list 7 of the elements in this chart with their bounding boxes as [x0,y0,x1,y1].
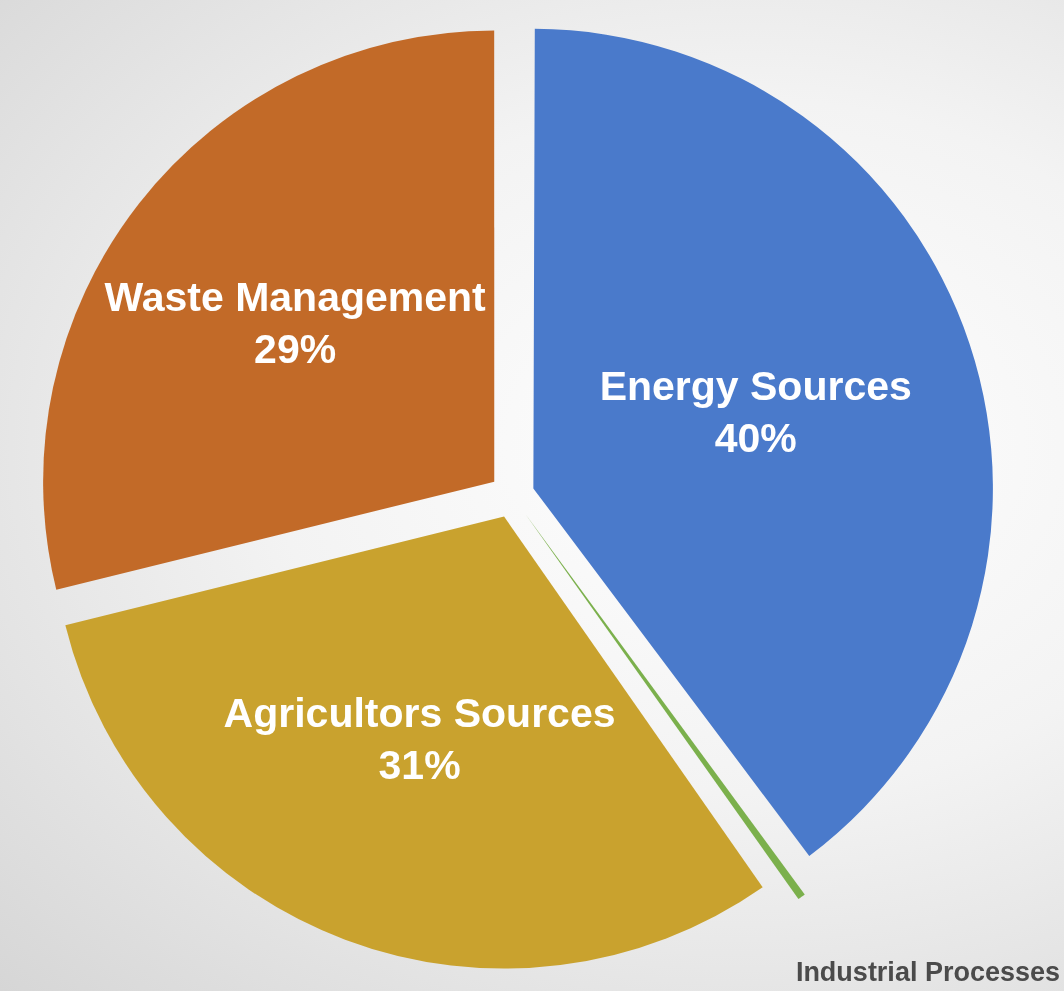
slice-label: Industrial Processes [795,957,1060,987]
slice-label: Energy Sources [599,362,912,409]
data-label: 40% [714,414,797,461]
data-label: 29% [254,326,337,373]
data-label: 31% [378,741,461,788]
slice-label: Waste Management [104,273,487,320]
slice-label: Agricultors Sources [223,689,616,736]
